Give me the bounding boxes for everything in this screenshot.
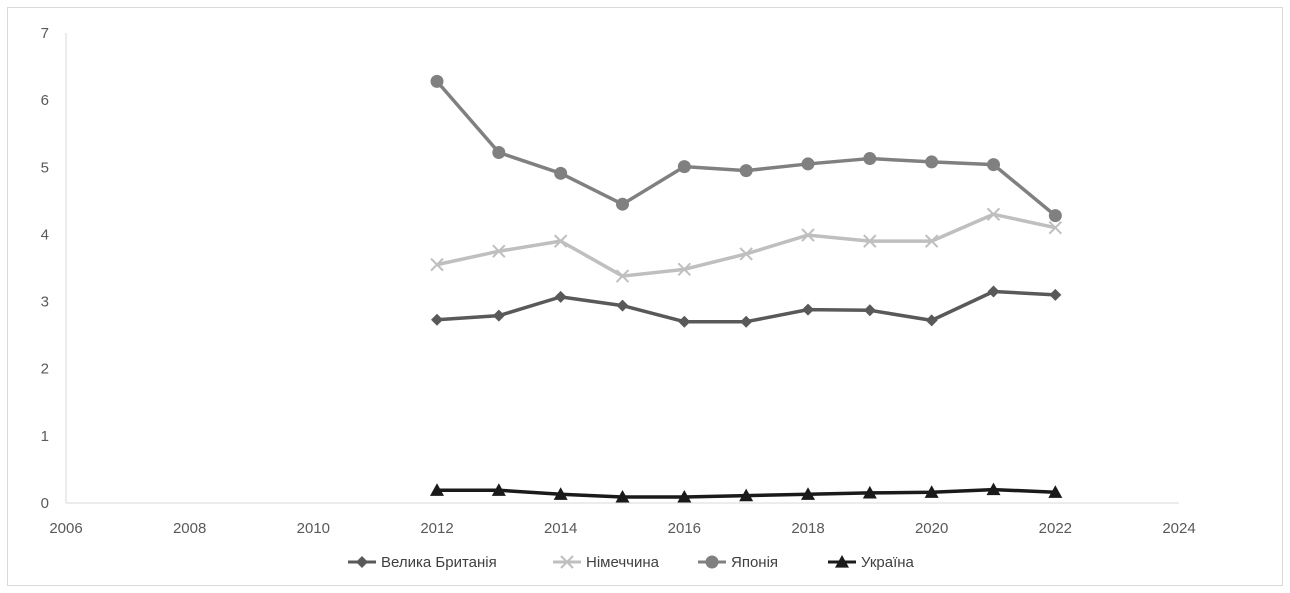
- y-tick-label: 1: [41, 428, 49, 445]
- data-point: [430, 483, 444, 496]
- data-point: [491, 483, 506, 496]
- data-point: [615, 489, 630, 503]
- legend-label: Японія: [731, 554, 778, 571]
- legend-marker: [705, 555, 719, 569]
- data-point: [677, 489, 692, 503]
- legend-marker: [356, 556, 368, 568]
- data-point: [1048, 221, 1063, 235]
- y-tick-label: 5: [41, 159, 49, 176]
- x-tick-label: 2008: [173, 520, 206, 537]
- data-point: [925, 314, 938, 327]
- legend-item-1: Велика Британія: [348, 554, 497, 571]
- data-point: [430, 74, 444, 88]
- data-point: [739, 488, 754, 502]
- data-point: [801, 487, 815, 500]
- series-2: [430, 207, 1063, 283]
- line-chart: 0 1 2 3 4 5 6 7 2006 2008 2010 2012 2014 2016 2018 2020…: [41, 25, 1196, 571]
- axes: 0 1 2 3 4 5 6 7 2006 2008 2010 2012 2014 2016 2018 2020…: [41, 25, 1196, 537]
- data-point: [615, 269, 630, 283]
- x-tick-label: 2016: [668, 520, 701, 537]
- y-tick-label: 4: [41, 226, 49, 243]
- x-tick-label: 2012: [420, 520, 453, 537]
- y-tick-label: 2: [41, 361, 49, 378]
- data-point: [430, 257, 444, 272]
- x-tick-label: 2022: [1039, 520, 1072, 537]
- data-point: [987, 158, 1000, 172]
- x-tick-label: 2024: [1162, 520, 1195, 537]
- y-tick-label: 7: [41, 25, 49, 42]
- data-point: [1048, 485, 1063, 498]
- x-tick-label: 2020: [915, 520, 948, 537]
- legend: Велика Британія Німеччина Японія Україна: [348, 554, 915, 571]
- x-tick-label: 2006: [49, 520, 82, 537]
- data-point: [1048, 209, 1062, 223]
- legend-marker: [560, 555, 574, 569]
- data-point: [924, 234, 939, 248]
- x-tick-label: 2018: [791, 520, 824, 537]
- data-point: [987, 285, 1000, 298]
- data-point: [801, 228, 815, 242]
- legend-item-4: Україна: [828, 554, 915, 571]
- data-point: [801, 157, 815, 171]
- data-point: [677, 262, 692, 277]
- data-point: [1049, 288, 1062, 301]
- data-point: [925, 155, 939, 169]
- series-4: [430, 482, 1063, 503]
- data-point: [677, 160, 691, 174]
- series-3: [430, 74, 1062, 223]
- series-1: [431, 285, 1062, 328]
- data-point: [492, 309, 505, 322]
- legend-item-3: Японія: [698, 554, 778, 571]
- data-point: [616, 197, 629, 211]
- data-point: [553, 487, 568, 500]
- data-point: [863, 304, 876, 317]
- data-point: [554, 166, 568, 180]
- data-point: [740, 315, 753, 328]
- data-point: [553, 234, 568, 248]
- data-point: [862, 485, 877, 499]
- data-point: [924, 485, 939, 498]
- series-line: [436, 212, 1056, 278]
- data-point: [739, 164, 753, 178]
- data-point: [616, 299, 629, 312]
- legend-label: Україна: [861, 554, 915, 571]
- data-point: [739, 247, 753, 261]
- data-point: [431, 313, 443, 326]
- data-point: [863, 152, 877, 166]
- legend-marker: [835, 555, 849, 568]
- chart-area: 0 1 2 3 4 5 6 7 2006 2008 2010 2012 2014 2016 2018 2020…: [7, 7, 1283, 586]
- data-point: [986, 482, 1001, 496]
- y-tick-label: 0: [41, 495, 49, 512]
- data-point: [986, 207, 1001, 221]
- series-layer: [430, 74, 1063, 503]
- y-tick-label: 6: [41, 92, 49, 109]
- data-point: [678, 315, 691, 328]
- series-line: [435, 80, 1057, 217]
- data-point: [492, 244, 506, 258]
- data-point: [802, 303, 814, 316]
- data-point: [492, 146, 506, 160]
- data-point: [554, 290, 567, 303]
- legend-label: Велика Британія: [381, 554, 497, 571]
- x-tick-label: 2010: [297, 520, 330, 537]
- legend-item-2: Німеччина: [553, 554, 660, 571]
- x-tick-label: 2014: [544, 520, 577, 537]
- data-point: [863, 234, 877, 248]
- legend-label: Німеччина: [586, 554, 660, 571]
- y-tick-label: 3: [41, 294, 49, 311]
